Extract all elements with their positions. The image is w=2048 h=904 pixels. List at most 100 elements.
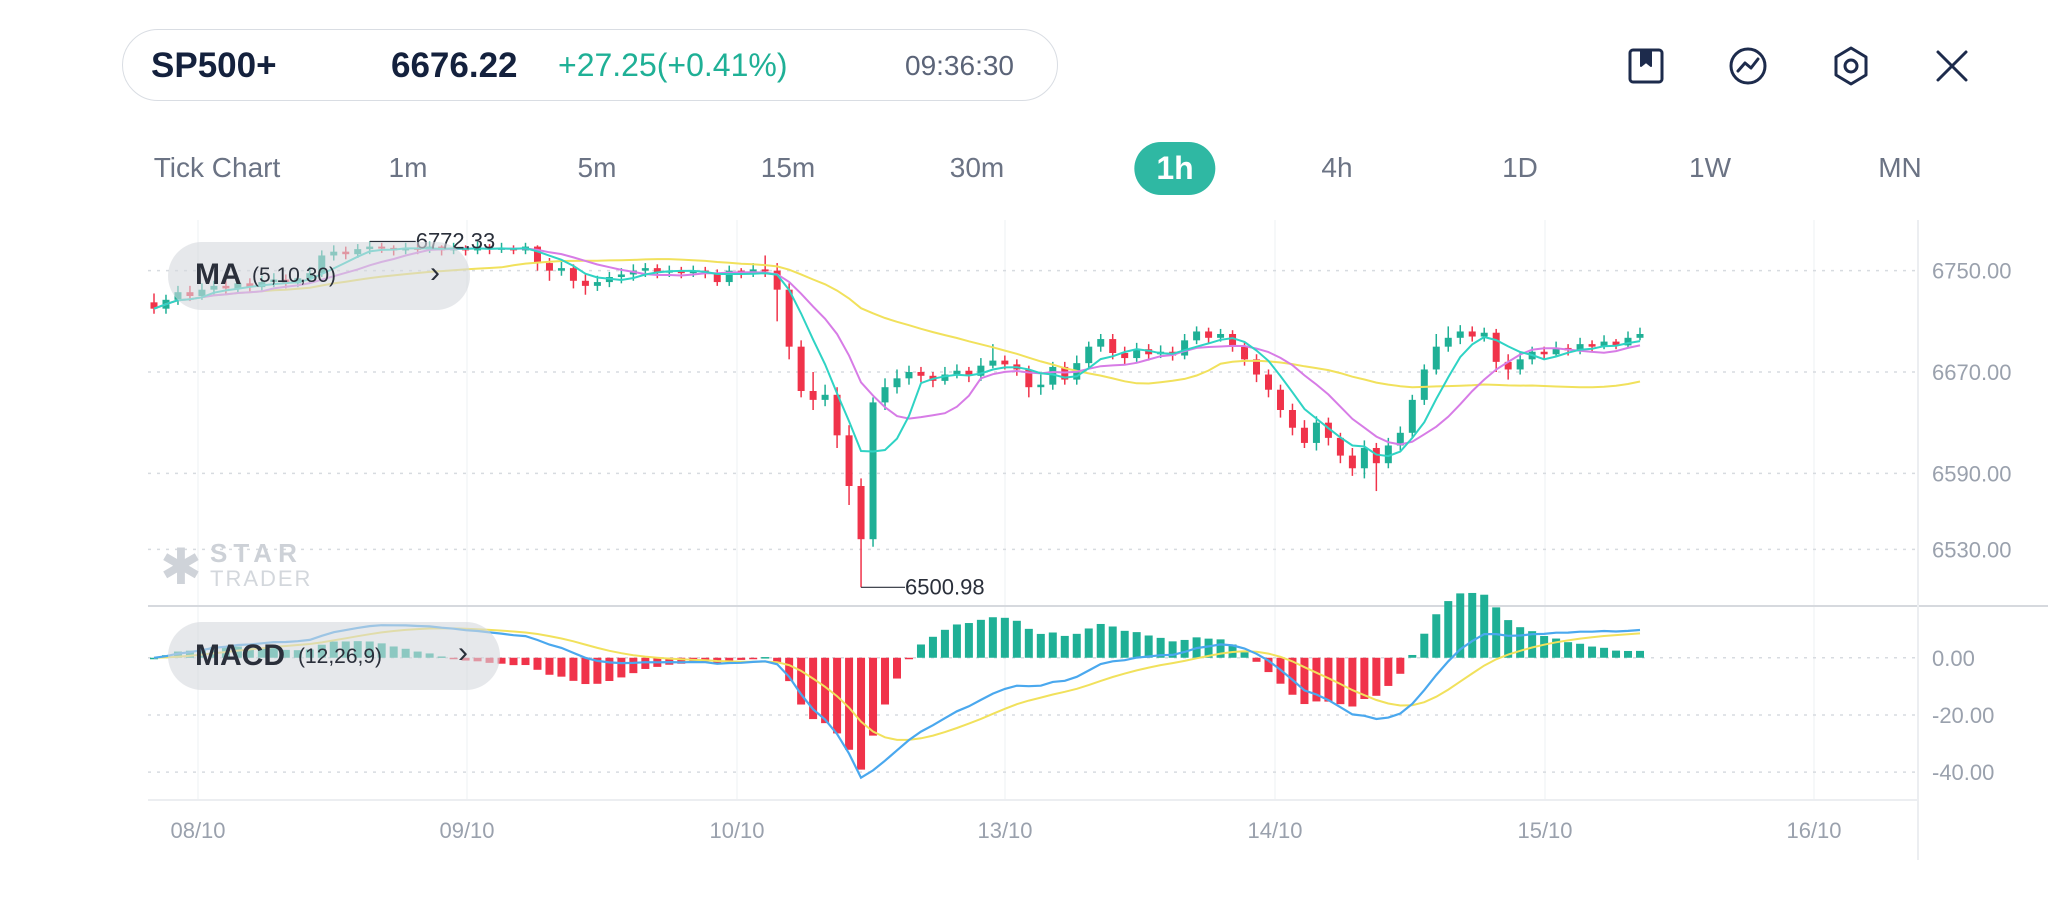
macd-histogram-bar (881, 657, 890, 705)
candle-body (1576, 344, 1584, 351)
candle-body (1552, 347, 1560, 355)
macd-histogram-bar (617, 657, 626, 678)
candle-body (941, 374, 949, 381)
macd-histogram-bar (1612, 650, 1621, 658)
quote-summary: SP500+ 6676.22 +27.25(+0.41%) 09:36:30 (122, 29, 1058, 101)
macd-histogram-bar (1468, 592, 1477, 658)
macd-histogram-bar (976, 619, 985, 658)
tab-tick-chart[interactable]: Tick Chart (153, 152, 281, 183)
tab-1w[interactable]: 1W (1689, 152, 1731, 183)
macd-legend-params: (12,26,9) (298, 645, 383, 668)
tab-1d[interactable]: 1D (1502, 152, 1538, 183)
candle-body (617, 274, 625, 277)
macd-histogram-bar (1480, 594, 1489, 658)
macd-histogram-bar (1120, 630, 1129, 658)
tab-4h[interactable]: 4h (1321, 152, 1353, 183)
tab-1h[interactable]: 1h (1134, 142, 1216, 195)
bookmark-icon[interactable] (1624, 44, 1668, 88)
tab-mn[interactable]: MN (1878, 152, 1922, 183)
macd-histogram-bar (593, 657, 602, 684)
candle-body (1468, 331, 1476, 337)
price-tick-label: 6530.00 (1932, 537, 2012, 562)
candle-body (989, 360, 997, 366)
candle-body (1408, 399, 1416, 433)
candle-body (773, 270, 781, 290)
macd-histogram-bar (857, 657, 866, 770)
star-logo-icon: ✱ (160, 539, 202, 595)
macd-histogram-bar (869, 657, 878, 736)
candle-body (1588, 344, 1596, 347)
candle-body (1037, 384, 1045, 388)
candle-body (1504, 361, 1512, 370)
macd-histogram-bar (1384, 657, 1393, 686)
ma-legend[interactable]: MA (5,10,30) › (168, 242, 470, 310)
candle-body (977, 365, 985, 376)
price-tick-label: 6590.00 (1932, 461, 2012, 486)
macd-histogram-bar (1036, 633, 1045, 658)
candle-body (1636, 334, 1644, 338)
macd-histogram-bar (904, 657, 913, 660)
macd-histogram-bar (1492, 607, 1501, 658)
macd-histogram-bar (1528, 631, 1537, 658)
macd-histogram-bar (1288, 657, 1297, 695)
candle-body (1145, 349, 1153, 355)
macd-histogram-bar (845, 657, 854, 750)
price-tick-label: 6750.00 (1932, 259, 2012, 284)
tab-15m[interactable]: 15m (760, 152, 816, 183)
candle-body (1516, 359, 1524, 370)
macd-histogram-bar (1456, 593, 1465, 658)
macd-histogram-bar (1084, 628, 1093, 658)
macd-histogram-bar (1504, 620, 1513, 658)
candle-body (1432, 346, 1440, 370)
macd-histogram-bar (557, 657, 566, 677)
macd-histogram-bar (964, 623, 973, 658)
macd-histogram-bar (497, 657, 506, 664)
macd-histogram-bar (928, 636, 937, 658)
candle-body (1181, 340, 1189, 356)
candle-body (1217, 334, 1225, 338)
candle-body (797, 346, 805, 391)
candle-body (845, 435, 853, 486)
macd-histogram-bar (785, 657, 794, 682)
macd-histogram-bar (677, 657, 686, 664)
date-tick-label: 10/10 (709, 818, 764, 843)
date-tick-label: 13/10 (977, 818, 1032, 843)
tab-1m[interactable]: 1m (388, 152, 428, 183)
candle-body (545, 263, 553, 271)
candle-body (653, 268, 661, 272)
tab-5m[interactable]: 5m (577, 152, 617, 183)
candle-body (857, 486, 865, 540)
candle-body (1348, 455, 1356, 469)
indicator-icon[interactable] (1726, 44, 1770, 88)
macd-histogram-bar (1096, 623, 1105, 658)
candle-body (1193, 331, 1201, 341)
candle-body (1600, 341, 1608, 347)
macd-histogram-bar (1348, 657, 1357, 707)
close-icon[interactable] (1930, 44, 1974, 88)
candle-body (533, 246, 541, 264)
macd-legend[interactable]: MACD (12,26,9) › (168, 622, 500, 690)
macd-tick-label: -40.00 (1932, 760, 1994, 785)
macd-histogram-bar (1156, 637, 1165, 658)
settings-icon[interactable] (1829, 44, 1873, 88)
macd-histogram-bar (1516, 627, 1525, 658)
macd-histogram-bar (1012, 620, 1021, 658)
macd-histogram-bar (533, 657, 542, 670)
timeframe-tabs: Tick Chart 1m 5m 15m 30m 1h 4h 1D 1W MN (0, 140, 2048, 202)
macd-histogram-bar (1264, 657, 1273, 673)
macd-histogram-bar (1024, 628, 1033, 658)
macd-histogram-bar (1372, 657, 1381, 696)
macd-histogram-bar (509, 657, 518, 666)
tab-30m[interactable]: 30m (949, 152, 1005, 183)
macd-histogram-bar (1624, 650, 1633, 658)
candle-body (1049, 366, 1057, 385)
candle-body (1336, 437, 1344, 456)
candle-body (1109, 339, 1117, 353)
macd-histogram-bar (1300, 657, 1309, 705)
macd-histogram-bar (1444, 601, 1453, 658)
macd-histogram-bar (1108, 626, 1117, 658)
candle-body (1133, 349, 1141, 359)
candle-body (893, 378, 901, 388)
ma-legend-params: (5,10,30) (252, 264, 337, 287)
